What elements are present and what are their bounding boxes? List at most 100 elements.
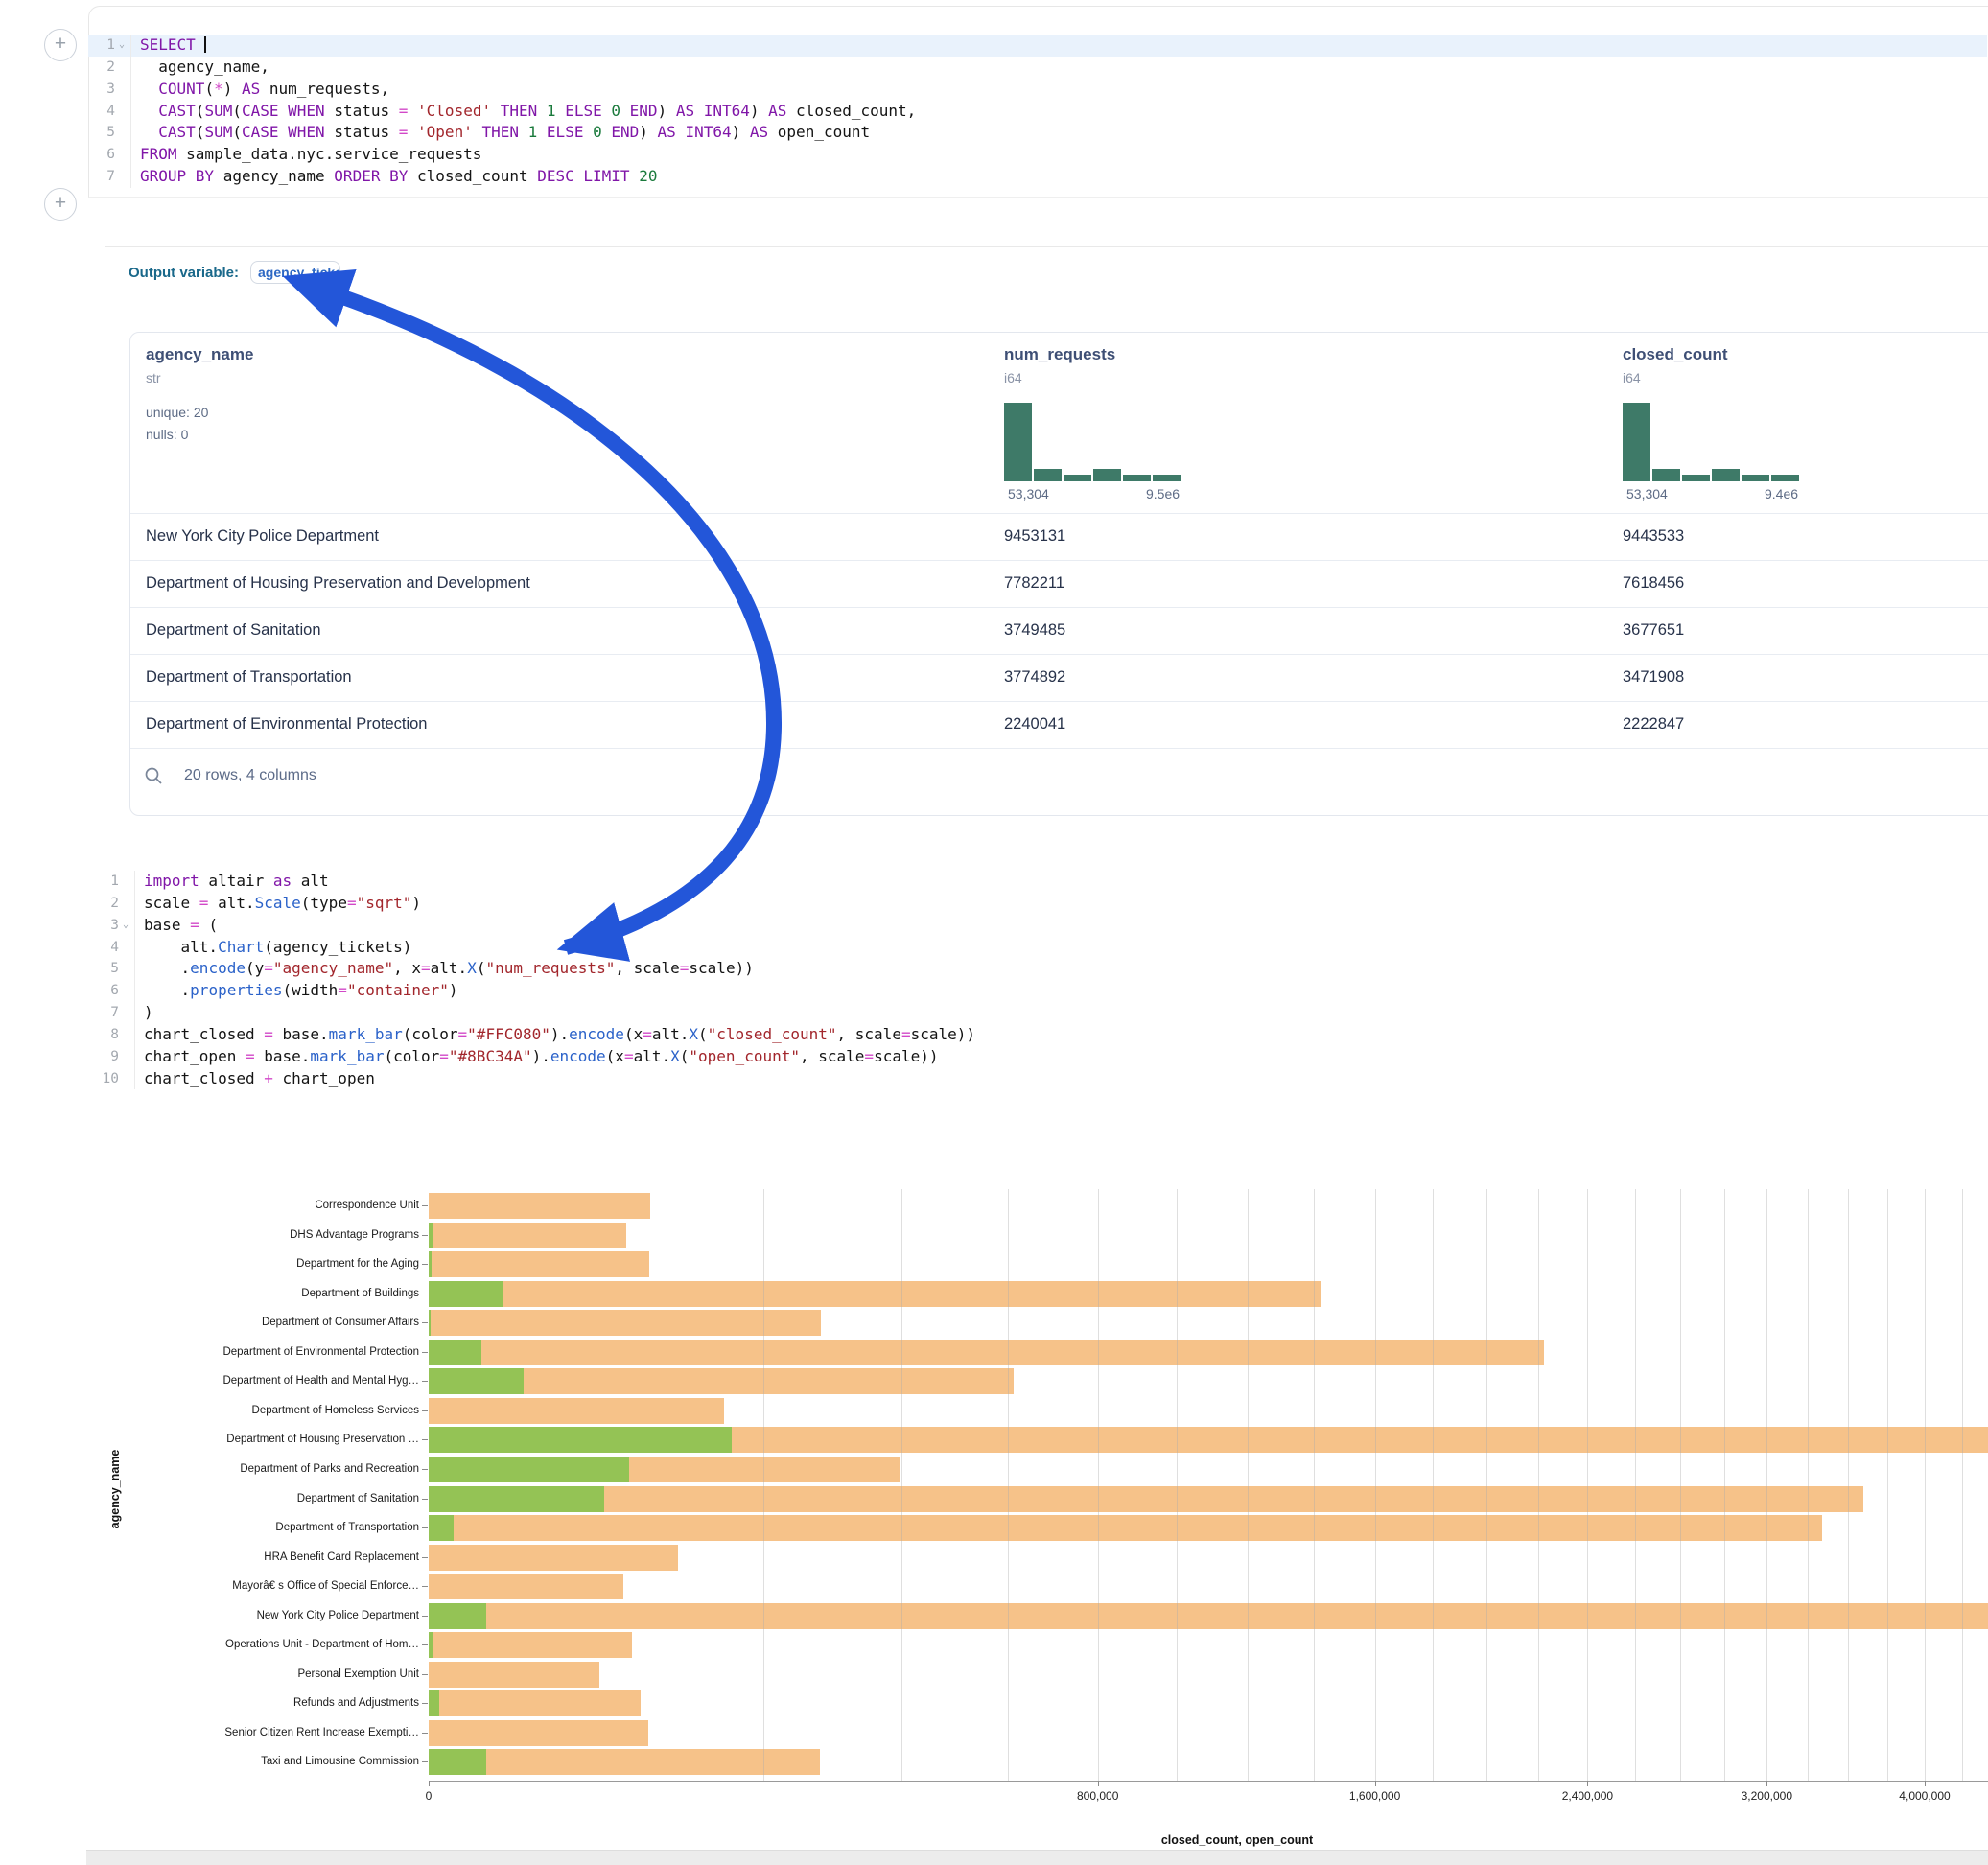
- y-axis-tick: [422, 1468, 428, 1470]
- table-row[interactable]: Department of Sanitation 3749485 3677651: [130, 607, 1988, 655]
- cell-agency_name: Department of Sanitation: [146, 621, 321, 639]
- bar-closed-count: [429, 1602, 1988, 1629]
- cell-closed_count: 3677651: [1623, 621, 1685, 639]
- code-line[interactable]: 9 chart_open = base.mark_bar(color="#8BC3…: [92, 1045, 1988, 1068]
- bar-open-count: [429, 1368, 524, 1395]
- bar-closed-count: [429, 1719, 648, 1746]
- cell-num_requests: 2240041: [1004, 715, 1066, 733]
- y-axis-tick: [422, 1498, 428, 1500]
- output-variable-badge[interactable]: agency_tickets: [250, 261, 341, 284]
- y-axis-label: Department of Homeless Services: [251, 1404, 419, 1416]
- y-axis-tick: [422, 1673, 428, 1675]
- result-table: agency_name str unique: 20 nulls: 0 num_requ…: [129, 332, 1988, 816]
- add-cell-button-top[interactable]: +: [44, 29, 77, 61]
- bar-closed-count: [429, 1544, 678, 1571]
- bar-closed-count: [429, 1368, 1015, 1395]
- cell-agency_name: Department of Environmental Protection: [146, 715, 428, 733]
- bar-closed-count: [429, 1661, 599, 1688]
- gridline: [1925, 1189, 1926, 1781]
- bar-open-count: [429, 1251, 433, 1278]
- table-row[interactable]: Department of Environmental Protection 22…: [130, 701, 1988, 749]
- y-axis-tick: [422, 1234, 428, 1236]
- y-axis-label: Mayorâ€ s Office of Special Enforce…: [232, 1580, 419, 1593]
- search-icon[interactable]: [144, 766, 163, 785]
- code-line[interactable]: 7 GROUP BY agency_name ORDER BY closed_co…: [88, 166, 1987, 188]
- bar-open-count: [429, 1515, 454, 1542]
- x-axis-tick: [1097, 1780, 1099, 1786]
- add-cell-button-middle[interactable]: +: [44, 188, 77, 221]
- code-line[interactable]: 5 CAST(SUM(CASE WHEN status = 'Open' THE…: [88, 122, 1987, 145]
- bar-open-count: [429, 1280, 503, 1307]
- gridline: [1313, 1189, 1315, 1781]
- y-axis-label: Department of Environmental Protection: [222, 1345, 419, 1358]
- gridline: [901, 1189, 903, 1781]
- code-line[interactable]: 4 alt.Chart(agency_tickets): [92, 936, 1988, 959]
- y-axis-tick: [422, 1615, 428, 1617]
- gridline: [1961, 1189, 1963, 1781]
- y-axis-tick: [422, 1322, 428, 1324]
- y-axis-label: Department of Parks and Recreation: [240, 1462, 419, 1475]
- bar-open-count: [429, 1485, 604, 1512]
- cell-closed_count: 2222847: [1623, 715, 1685, 733]
- x-axis-tick: [1925, 1780, 1926, 1786]
- altair-bar-chart: agency_name Correspondence Unit DHS Advan…: [0, 1177, 1988, 1849]
- x-axis-line: [429, 1780, 1988, 1782]
- y-axis-label: Department of Housing Preservation …: [226, 1434, 419, 1446]
- code-line[interactable]: 5 .encode(y="agency_name", x=alt.X("num_…: [92, 958, 1988, 981]
- code-line[interactable]: 6 .properties(width="container"): [92, 980, 1988, 1003]
- bar-open-count: [429, 1456, 629, 1482]
- cell-agency_name: New York City Police Department: [146, 527, 380, 545]
- x-axis-tick-label: 2,400,000: [1561, 1788, 1614, 1803]
- y-axis-tick: [422, 1732, 428, 1734]
- code-line[interactable]: 4 CAST(SUM(CASE WHEN status = 'Closed' T…: [88, 100, 1987, 123]
- code-line[interactable]: 3 COUNT(*) AS num_requests,: [88, 78, 1987, 101]
- cell-num_requests: 3774892: [1004, 668, 1066, 686]
- y-axis-label: HRA Benefit Card Replacement: [264, 1550, 419, 1563]
- cell-agency_name: Department of Transportation: [146, 668, 352, 686]
- code-line[interactable]: 1 import altair as alt: [92, 871, 1988, 893]
- column-stats: unique: 20 nulls: 0: [146, 405, 209, 442]
- y-axis-tick: [422, 1644, 428, 1646]
- gridline: [1724, 1189, 1725, 1781]
- column-header-agency_name[interactable]: agency_name str: [146, 345, 254, 385]
- table-row-separator: [130, 748, 1988, 749]
- y-axis-label: Department of Buildings: [301, 1287, 419, 1299]
- code-line[interactable]: 2 scale = alt.Scale(type="sqrt"): [92, 892, 1988, 915]
- code-line[interactable]: 8 chart_closed = base.mark_bar(color="#FF…: [92, 1023, 1988, 1046]
- table-row[interactable]: Department of Transportation 3774892 34719…: [130, 654, 1988, 702]
- bar-open-count: [429, 1339, 482, 1365]
- column-header-closed_count[interactable]: closed_count i64: [1623, 345, 1728, 385]
- code-line[interactable]: 10 chart_closed + chart_open: [92, 1067, 1988, 1090]
- histogram-max-label: 9.5e6: [1146, 486, 1181, 501]
- bar-open-count: [429, 1222, 433, 1248]
- sql-code-editor[interactable]: 1 ⌄ SELECT 2 agency_name, 3 COUNT(*) AS num…: [88, 35, 1987, 188]
- python-code-editor[interactable]: 1 import altair as alt 2 scale = alt.Scale(…: [92, 871, 1988, 1090]
- chart-y-axis-title: agency_name: [108, 1449, 122, 1529]
- gridline: [1808, 1189, 1810, 1781]
- gridline: [1847, 1189, 1849, 1781]
- histogram-max-label: 9.4e6: [1765, 486, 1799, 501]
- code-line[interactable]: 1 ⌄ SELECT: [88, 35, 1987, 57]
- code-line[interactable]: 7): [92, 1002, 1988, 1024]
- gridline: [1374, 1189, 1376, 1781]
- y-axis-label: New York City Police Department: [256, 1609, 419, 1621]
- y-axis-label: Refunds and Adjustments: [292, 1697, 419, 1710]
- x-axis-tick-label: 1,600,000: [1348, 1788, 1401, 1803]
- bar-open-count: [429, 1427, 732, 1454]
- y-axis-tick: [422, 1556, 428, 1558]
- bar-open-count: [429, 1602, 486, 1629]
- cell-bottom-strip: [86, 1850, 1988, 1865]
- table-row[interactable]: New York City Police Department 9453131 94…: [130, 513, 1988, 561]
- column-header-num_requests[interactable]: num_requests i64: [1004, 345, 1116, 385]
- table-row[interactable]: Department of Housing Preservation and D…: [130, 560, 1988, 608]
- code-line[interactable]: 2 agency_name,: [88, 56, 1987, 79]
- bar-closed-count: [429, 1397, 725, 1424]
- code-line[interactable]: 3 ⌄ base = (: [92, 914, 1988, 937]
- code-line[interactable]: 6 FROM sample_data.nyc.service_requests: [88, 144, 1987, 167]
- gridline: [1587, 1189, 1589, 1781]
- y-axis-label: Correspondence Unit: [315, 1200, 419, 1211]
- y-axis-label: Personal Exemption Unit: [297, 1667, 419, 1680]
- bar-open-count: [429, 1632, 433, 1659]
- gridline: [1432, 1189, 1434, 1781]
- output-variable-label: Output variable:: [129, 264, 240, 281]
